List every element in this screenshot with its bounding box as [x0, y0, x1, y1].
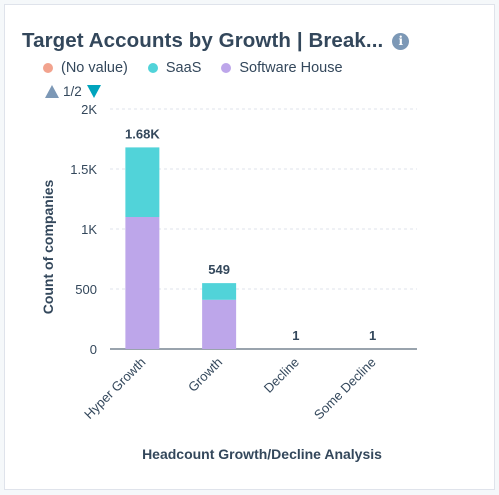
- report-title[interactable]: Target Accounts by Growth | Break...: [22, 29, 384, 52]
- y-tick-label: 2K: [81, 102, 97, 117]
- legend-page-indicator: 1/2: [63, 84, 82, 99]
- report-card: Target Accounts by Growth | Break... i (…: [4, 4, 495, 490]
- title-row: Target Accounts by Growth | Break... i: [22, 29, 410, 53]
- bar-segment[interactable]: [202, 283, 237, 300]
- legend-label: SaaS: [165, 60, 202, 76]
- bar-chart: 0 500 1K 1.5K 2K 1.68K Hyper Growth 549 Growth 1 D…: [40, 102, 417, 462]
- legend-label: Software House: [239, 60, 343, 76]
- bar-total-label: 549: [208, 262, 230, 277]
- legend-item-software-house[interactable]: Software House: [221, 60, 343, 76]
- legend-swatch: [43, 63, 53, 73]
- bar-total-label: 1.68K: [125, 126, 160, 141]
- y-tick-label: 1.5K: [70, 162, 97, 177]
- legend-prev-page-icon[interactable]: [45, 85, 59, 98]
- legend-label: (No value): [61, 60, 128, 76]
- x-axis-title: Headcount Growth/Decline Analysis: [142, 446, 382, 462]
- y-tick-label: 1K: [81, 222, 97, 237]
- bar-segment[interactable]: [202, 299, 237, 349]
- legend-pager: 1/2: [45, 84, 101, 99]
- x-tick-label: Decline: [261, 355, 302, 396]
- x-tick-label: Some Decline: [311, 355, 379, 423]
- legend-item-no-value[interactable]: (No value): [43, 60, 128, 76]
- y-axis-title: Count of companies: [40, 180, 56, 315]
- legend-swatch: [147, 63, 158, 73]
- info-icon[interactable]: i: [392, 32, 410, 50]
- x-tick-label: Hyper Growth: [81, 355, 148, 422]
- y-tick-label: 0: [90, 342, 97, 357]
- y-tick-label: 500: [75, 282, 97, 297]
- x-tick-label: Growth: [185, 355, 225, 395]
- bar-total-label: 1: [292, 328, 299, 343]
- bar-segment[interactable]: [125, 217, 160, 349]
- bar-segment[interactable]: [125, 147, 160, 217]
- legend-next-page-icon[interactable]: [86, 85, 101, 98]
- legend-swatch: [221, 63, 232, 73]
- chart-legend: (No value) SaaS Software House: [43, 60, 363, 76]
- legend-item-saas[interactable]: SaaS: [147, 60, 202, 76]
- bar-total-label: 1: [369, 328, 376, 343]
